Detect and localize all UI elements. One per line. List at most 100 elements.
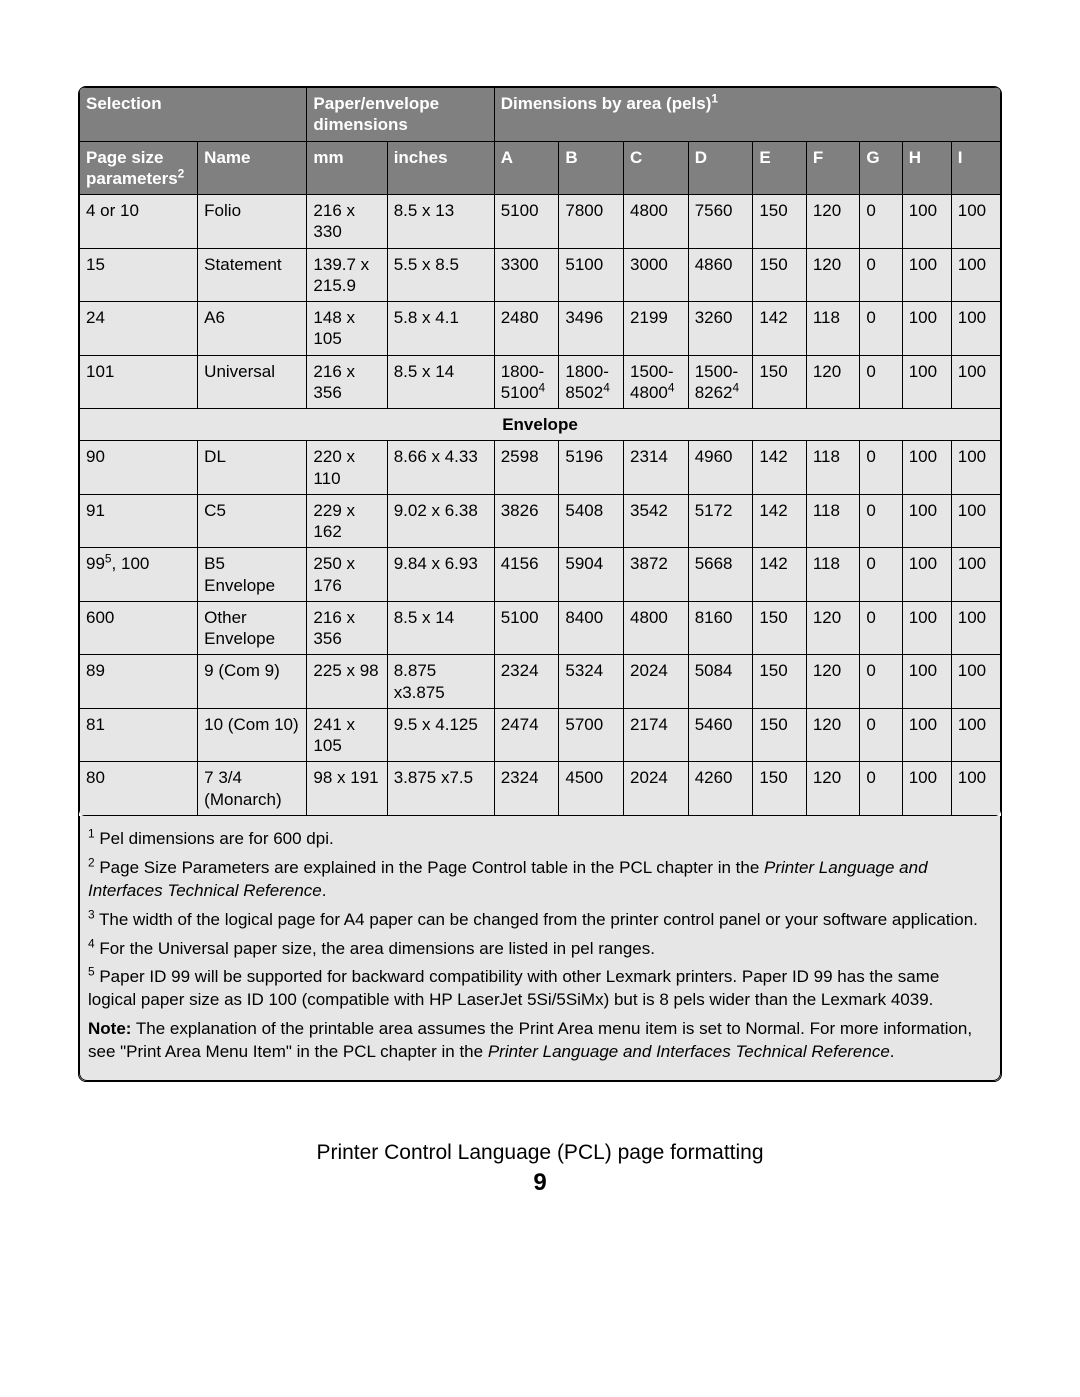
footnote-note-text-b: . [890, 1042, 895, 1061]
cell-e: 150 [753, 655, 807, 709]
cell-f: 120 [806, 708, 860, 762]
cell-c: 1500-48004 [624, 355, 689, 409]
cell-inches: 8.66 x 4.33 [387, 441, 494, 495]
header-col-i: I [951, 141, 1000, 195]
cell-selection: 15 [80, 248, 198, 302]
cell-d: 4960 [688, 441, 753, 495]
table-row: 807 3/4 (Monarch)98 x 1913.875 x7.523244… [80, 762, 1001, 816]
cell-a: 5100 [494, 601, 559, 655]
cell-inches: 5.8 x 4.1 [387, 302, 494, 356]
cell-g: 0 [860, 441, 902, 495]
table-row: 995, 100B5 Envelope250 x 1769.84 x 6.934… [80, 548, 1001, 602]
cell-selection: 91 [80, 494, 198, 548]
cell-e: 150 [753, 762, 807, 816]
cell-f: 120 [806, 248, 860, 302]
cell-c: 2024 [624, 762, 689, 816]
footnote-2-sup: 2 [88, 855, 95, 869]
cell-f: 120 [806, 195, 860, 249]
cell-b: 5904 [559, 548, 624, 602]
cell-i: 100 [951, 441, 1000, 495]
cell-name: Folio [198, 195, 307, 249]
cell-i: 100 [951, 708, 1000, 762]
footnote-5-sup: 5 [88, 965, 95, 979]
cell-d: 7560 [688, 195, 753, 249]
cell-h: 100 [902, 494, 951, 548]
cell-f: 120 [806, 355, 860, 409]
table-body-top: 4 or 10Folio216 x 3308.5 x 1351007800480… [80, 195, 1001, 409]
cell-b: 4500 [559, 762, 624, 816]
cell-mm: 225 x 98 [307, 655, 387, 709]
table-row: 600Other Envelope216 x 3568.5 x 14510084… [80, 601, 1001, 655]
cell-a: 2480 [494, 302, 559, 356]
cell-h: 100 [902, 708, 951, 762]
cell-d: 3260 [688, 302, 753, 356]
cell-selection: 101 [80, 355, 198, 409]
footnote-5-text: Paper ID 99 will be supported for backwa… [88, 967, 939, 1009]
cell-c: 4800 [624, 601, 689, 655]
cell-mm: 220 x 110 [307, 441, 387, 495]
header-col-b: B [559, 141, 624, 195]
cell-inches: 8.5 x 14 [387, 601, 494, 655]
cell-a: 2324 [494, 655, 559, 709]
cell-mm: 241 x 105 [307, 708, 387, 762]
cell-i: 100 [951, 355, 1000, 409]
cell-a: 2474 [494, 708, 559, 762]
cell-selection: 4 or 10 [80, 195, 198, 249]
cell-i: 100 [951, 248, 1000, 302]
cell-b: 5700 [559, 708, 624, 762]
cell-selection: 90 [80, 441, 198, 495]
cell-inches: 5.5 x 8.5 [387, 248, 494, 302]
cell-e: 150 [753, 708, 807, 762]
header-col-h: H [902, 141, 951, 195]
cell-f: 120 [806, 601, 860, 655]
header-col-f: F [806, 141, 860, 195]
cell-e: 142 [753, 441, 807, 495]
cell-d: 4860 [688, 248, 753, 302]
header-dims: Dimensions by area (pels)1 [494, 88, 1000, 142]
footnote-1-sup: 1 [88, 826, 95, 840]
cell-c: 4800 [624, 195, 689, 249]
cell-mm: 216 x 330 [307, 195, 387, 249]
cell-i: 100 [951, 762, 1000, 816]
header-name: Name [198, 141, 307, 195]
cell-c: 3872 [624, 548, 689, 602]
header-col-a: A [494, 141, 559, 195]
cell-g: 0 [860, 494, 902, 548]
cell-b: 8400 [559, 601, 624, 655]
cell-b: 5196 [559, 441, 624, 495]
table-body-env: 90DL220 x 1108.66 x 4.332598519623144960… [80, 441, 1001, 816]
footnote-2: 2 Page Size Parameters are explained in … [88, 857, 992, 903]
cell-a: 5100 [494, 195, 559, 249]
cell-h: 100 [902, 548, 951, 602]
cell-selection: 81 [80, 708, 198, 762]
cell-c: 2024 [624, 655, 689, 709]
cell-c: 2199 [624, 302, 689, 356]
cell-e: 150 [753, 601, 807, 655]
cell-i: 100 [951, 302, 1000, 356]
cell-name: 9 (Com 9) [198, 655, 307, 709]
header-page-size-sup: 2 [178, 166, 185, 180]
cell-c: 2174 [624, 708, 689, 762]
header-inches: inches [387, 141, 494, 195]
footnote-3-sup: 3 [88, 907, 95, 921]
header-col-c: C [624, 141, 689, 195]
cell-g: 0 [860, 302, 902, 356]
cell-g: 0 [860, 708, 902, 762]
cell-d: 5084 [688, 655, 753, 709]
footnotes: 1 Pel dimensions are for 600 dpi. 2 Page… [79, 816, 1001, 1081]
cell-g: 0 [860, 248, 902, 302]
cell-name: Other Envelope [198, 601, 307, 655]
cell-mm: 139.7 x 215.9 [307, 248, 387, 302]
cell-inches: 8.5 x 13 [387, 195, 494, 249]
header-col-g: G [860, 141, 902, 195]
footnote-4-sup: 4 [88, 936, 95, 950]
footnote-3-text: The width of the logical page for A4 pap… [95, 910, 978, 929]
cell-selection: 24 [80, 302, 198, 356]
cell-inches: 9.5 x 4.125 [387, 708, 494, 762]
cell-e: 150 [753, 195, 807, 249]
cell-f: 118 [806, 548, 860, 602]
cell-inches: 8.5 x 14 [387, 355, 494, 409]
header-selection: Selection [80, 88, 307, 142]
cell-f: 118 [806, 494, 860, 548]
cell-i: 100 [951, 494, 1000, 548]
